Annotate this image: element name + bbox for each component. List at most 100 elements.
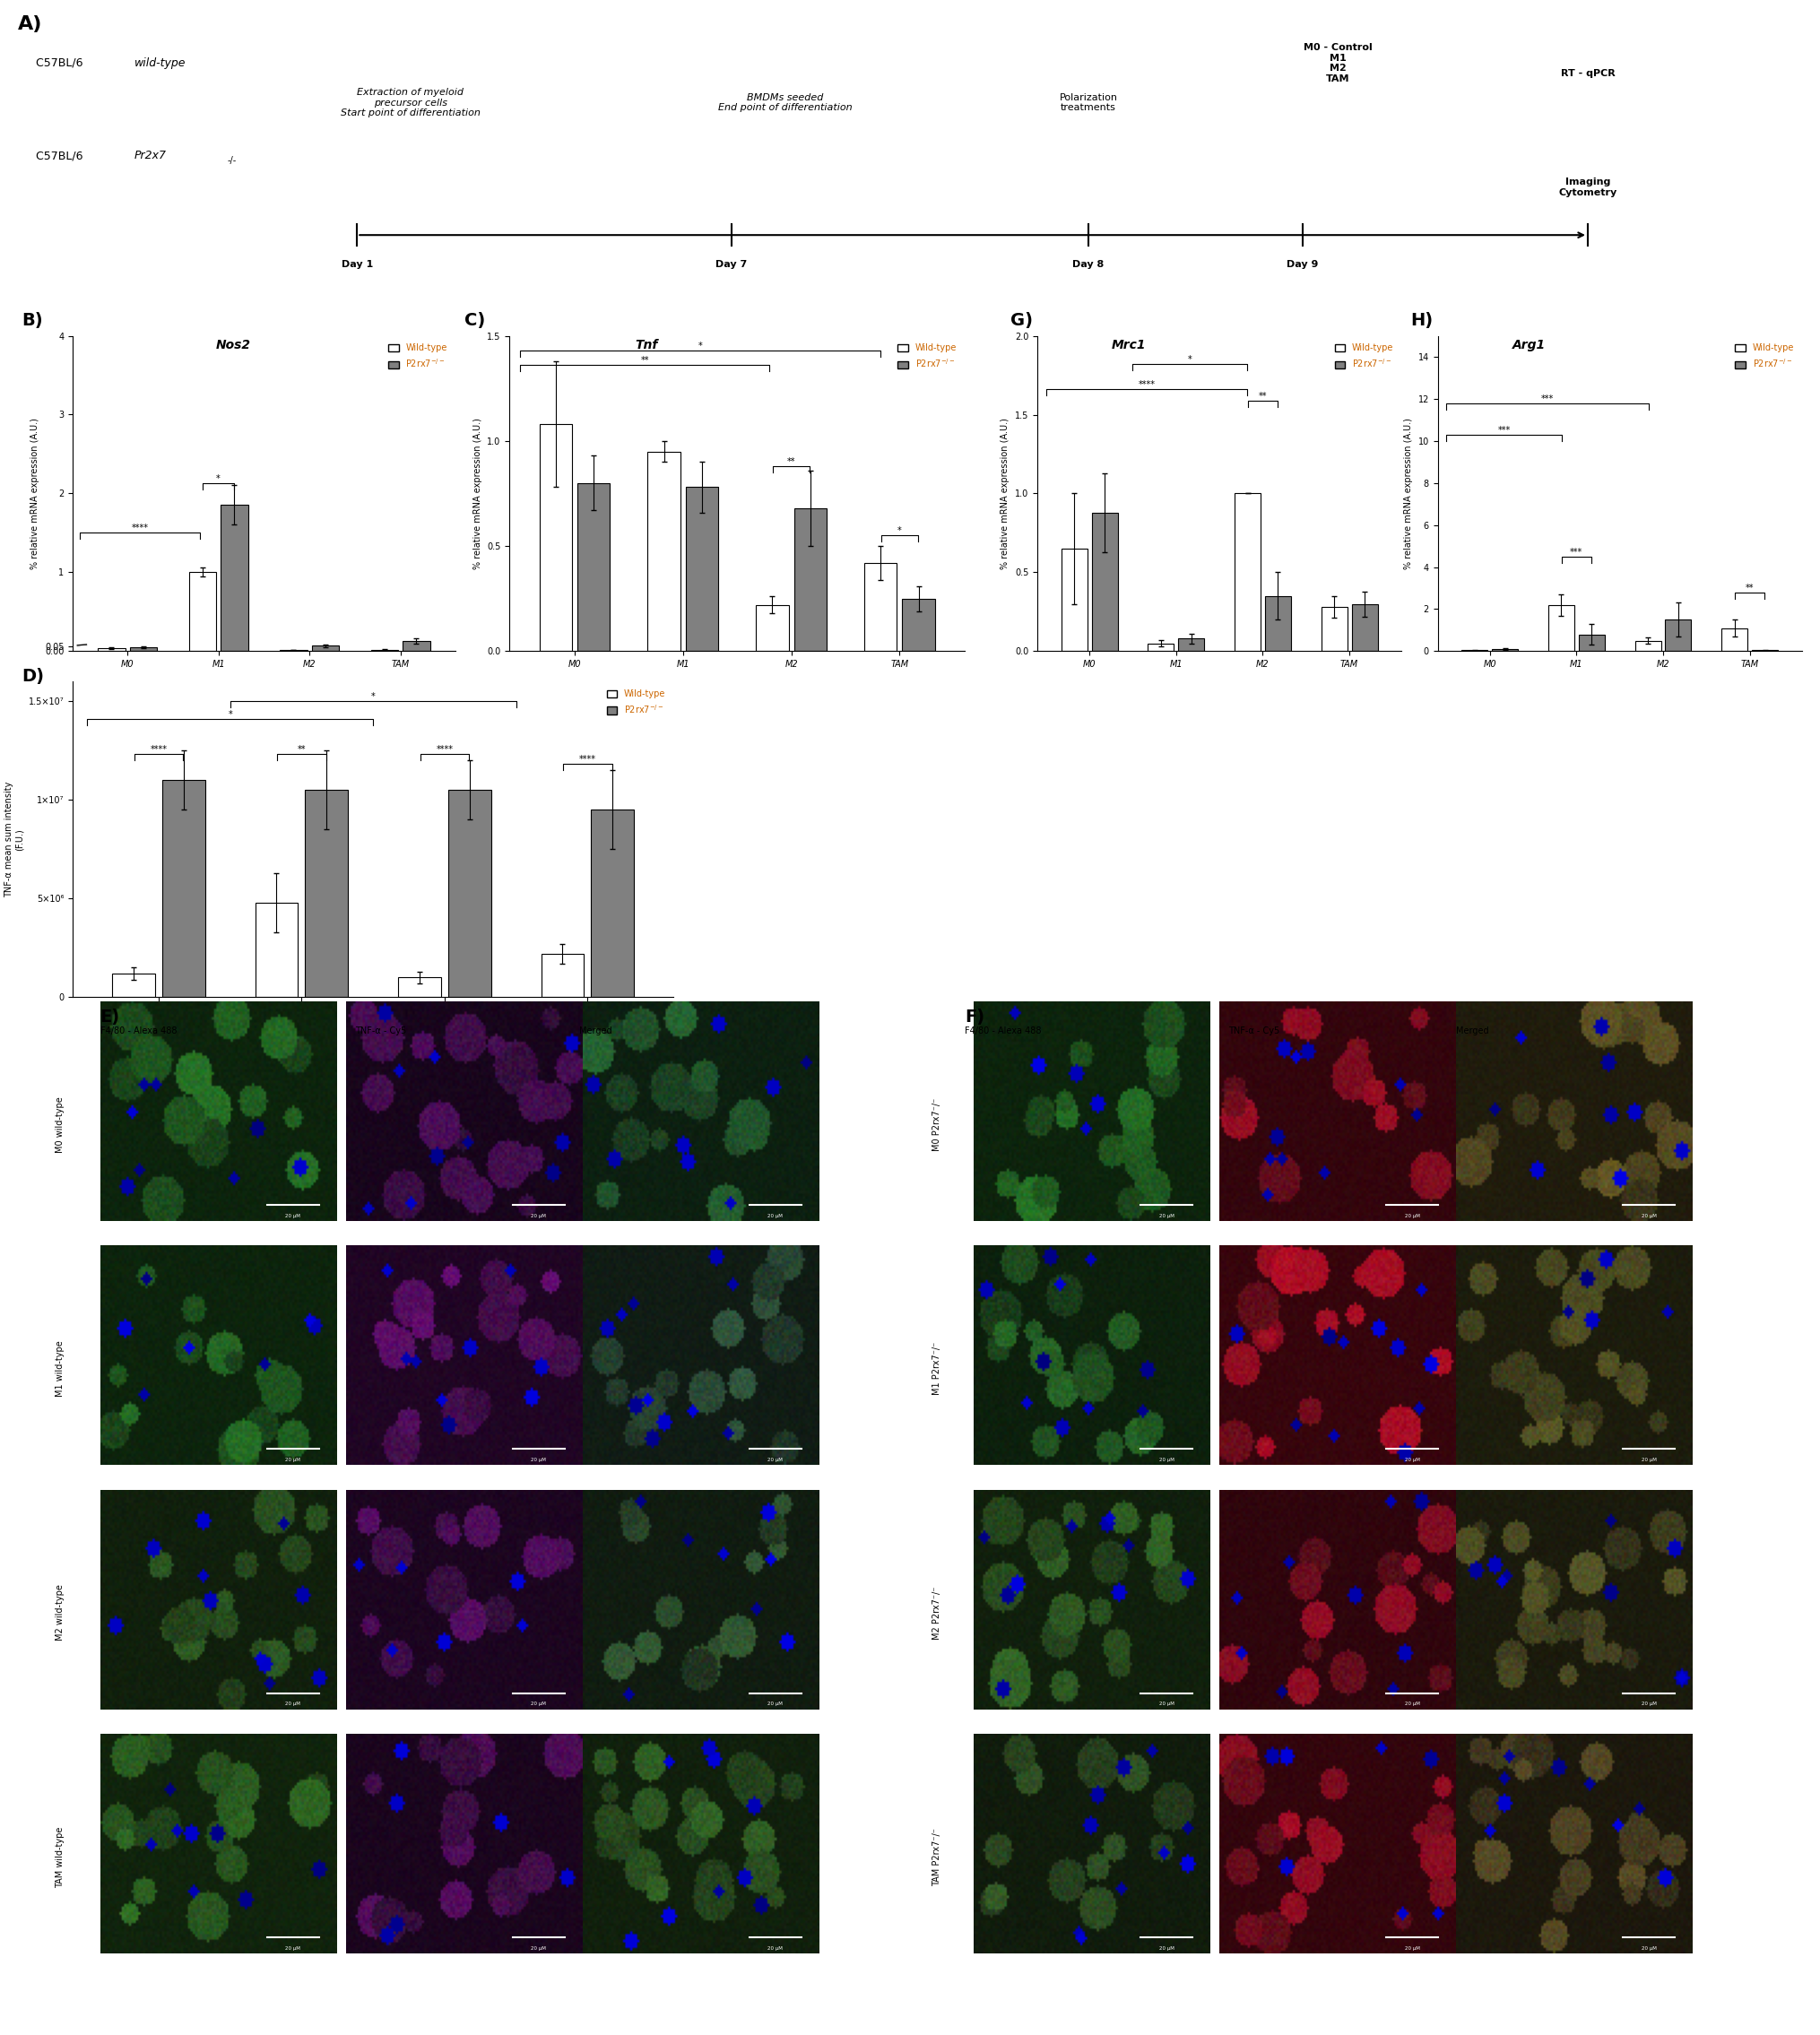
Text: 20 µM: 20 µM bbox=[1642, 1213, 1656, 1219]
Text: ***: *** bbox=[1542, 395, 1554, 403]
Text: ****: **** bbox=[131, 523, 149, 533]
Text: 20 µM: 20 µM bbox=[768, 1213, 783, 1219]
Bar bbox=[129, 647, 157, 651]
Text: **: ** bbox=[1258, 391, 1267, 401]
Text: Merged: Merged bbox=[1456, 1026, 1489, 1036]
Text: F4/80 - Alexa 488: F4/80 - Alexa 488 bbox=[100, 1026, 177, 1036]
Bar bbox=[220, 505, 248, 651]
Text: Day 1: Day 1 bbox=[342, 260, 373, 269]
Text: 20 µM: 20 µM bbox=[1405, 1457, 1420, 1463]
Text: Day 7: Day 7 bbox=[715, 260, 748, 269]
Text: M0 - Control
M1
M2
TAM: M0 - Control M1 M2 TAM bbox=[1303, 43, 1372, 83]
Text: Arg1: Arg1 bbox=[1512, 338, 1545, 352]
Legend: Wild-type, P2rx7$^{-/-}$: Wild-type, P2rx7$^{-/-}$ bbox=[894, 340, 961, 372]
Text: F): F) bbox=[965, 1007, 985, 1026]
Text: 20 µM: 20 µM bbox=[1405, 1701, 1420, 1707]
Bar bbox=[1234, 492, 1261, 651]
Text: *: * bbox=[699, 342, 703, 350]
Text: 20 µM: 20 µM bbox=[1159, 1945, 1174, 1952]
Text: Polarization
treatments: Polarization treatments bbox=[1059, 94, 1117, 112]
Text: 20 µM: 20 µM bbox=[531, 1457, 546, 1463]
Text: M0 wild-type: M0 wild-type bbox=[56, 1097, 64, 1152]
Bar bbox=[755, 604, 788, 651]
Bar bbox=[1352, 604, 1378, 651]
Text: Day 9: Day 9 bbox=[1287, 260, 1318, 269]
Legend: Wild-type, P2rx7$^{-/-}$: Wild-type, P2rx7$^{-/-}$ bbox=[602, 686, 670, 718]
Text: 20 µM: 20 µM bbox=[1642, 1457, 1656, 1463]
Text: Day 8: Day 8 bbox=[1072, 260, 1105, 269]
Text: 20 µM: 20 µM bbox=[286, 1945, 300, 1952]
Text: TAM P2rx7⁻/⁻: TAM P2rx7⁻/⁻ bbox=[934, 1827, 941, 1886]
Text: Nos2: Nos2 bbox=[217, 338, 251, 352]
Y-axis label: % relative mRNA expression (A.U.): % relative mRNA expression (A.U.) bbox=[31, 417, 40, 570]
Bar bbox=[113, 973, 155, 997]
Text: RT - qPCR: RT - qPCR bbox=[1560, 69, 1614, 77]
Text: 20 µM: 20 µM bbox=[286, 1457, 300, 1463]
Text: ***: *** bbox=[1571, 547, 1583, 556]
Text: 20 µM: 20 µM bbox=[286, 1213, 300, 1219]
Bar bbox=[539, 423, 571, 651]
Text: -/-: -/- bbox=[228, 155, 237, 165]
Bar bbox=[399, 977, 440, 997]
Bar bbox=[98, 647, 126, 651]
Text: M2 wild-type: M2 wild-type bbox=[56, 1585, 64, 1640]
Text: E): E) bbox=[100, 1007, 120, 1026]
Y-axis label: TNF-α mean sum intensity
(F.U.): TNF-α mean sum intensity (F.U.) bbox=[4, 781, 24, 897]
Text: Imaging
Cytometry: Imaging Cytometry bbox=[1558, 177, 1616, 197]
Text: Extraction of myeloid
precursor cells
Start point of differentiation: Extraction of myeloid precursor cells St… bbox=[340, 88, 480, 118]
Text: 20 µM: 20 µM bbox=[768, 1945, 783, 1952]
Bar bbox=[1178, 639, 1205, 651]
Text: 20 µM: 20 µM bbox=[531, 1945, 546, 1952]
Bar bbox=[162, 779, 206, 997]
Y-axis label: % relative mRNA expression (A.U.): % relative mRNA expression (A.U.) bbox=[1001, 417, 1010, 570]
Bar bbox=[1549, 604, 1574, 651]
Text: M0 P2rx7⁻/⁻: M0 P2rx7⁻/⁻ bbox=[934, 1097, 941, 1152]
Text: 20 µM: 20 µM bbox=[768, 1457, 783, 1463]
Text: **: ** bbox=[297, 745, 306, 755]
Text: Merged: Merged bbox=[579, 1026, 612, 1036]
Legend: Wild-type, P2rx7$^{-/-}$: Wild-type, P2rx7$^{-/-}$ bbox=[1330, 340, 1398, 372]
Bar bbox=[1578, 635, 1605, 651]
Text: **: ** bbox=[641, 356, 650, 364]
Bar bbox=[1321, 606, 1347, 651]
Bar bbox=[1265, 596, 1290, 651]
Bar bbox=[255, 902, 298, 997]
Bar bbox=[448, 790, 491, 997]
Text: 20 µM: 20 µM bbox=[1405, 1945, 1420, 1952]
Text: C): C) bbox=[464, 311, 484, 330]
Bar bbox=[1722, 629, 1747, 651]
Text: **: ** bbox=[1745, 584, 1754, 592]
Text: *: * bbox=[897, 527, 901, 535]
Text: ***: *** bbox=[1498, 425, 1511, 435]
Bar bbox=[903, 598, 935, 651]
Bar bbox=[1092, 513, 1117, 651]
Legend: Wild-type, P2rx7$^{-/-}$: Wild-type, P2rx7$^{-/-}$ bbox=[1731, 340, 1798, 372]
Bar bbox=[577, 482, 610, 651]
Bar bbox=[592, 810, 633, 997]
Bar bbox=[189, 572, 217, 651]
Bar bbox=[794, 509, 826, 651]
Bar bbox=[1634, 641, 1662, 651]
Bar bbox=[1148, 643, 1174, 651]
Text: C57BL/6: C57BL/6 bbox=[36, 151, 87, 161]
Y-axis label: % relative mRNA expression (A.U.): % relative mRNA expression (A.U.) bbox=[473, 417, 482, 570]
Text: M1 P2rx7⁻/⁻: M1 P2rx7⁻/⁻ bbox=[934, 1341, 941, 1396]
Bar bbox=[864, 564, 897, 651]
Text: 20 µM: 20 µM bbox=[1642, 1945, 1656, 1952]
Text: M1 wild-type: M1 wild-type bbox=[56, 1341, 64, 1396]
Text: ****: **** bbox=[579, 755, 597, 763]
Text: 20 µM: 20 µM bbox=[531, 1701, 546, 1707]
Bar bbox=[311, 645, 339, 651]
Text: B): B) bbox=[22, 311, 44, 330]
Text: A): A) bbox=[18, 16, 42, 33]
Text: M2 P2rx7⁻/⁻: M2 P2rx7⁻/⁻ bbox=[934, 1585, 941, 1640]
Text: H): H) bbox=[1410, 311, 1432, 330]
Text: G): G) bbox=[1010, 311, 1032, 330]
Text: *: * bbox=[1188, 356, 1192, 364]
Text: D): D) bbox=[22, 667, 44, 686]
Bar bbox=[1665, 619, 1691, 651]
Legend: Wild-type, P2rx7$^{-/-}$: Wild-type, P2rx7$^{-/-}$ bbox=[384, 340, 451, 372]
Bar bbox=[402, 641, 430, 651]
Text: 20 µM: 20 µM bbox=[286, 1701, 300, 1707]
Bar bbox=[1492, 649, 1518, 651]
